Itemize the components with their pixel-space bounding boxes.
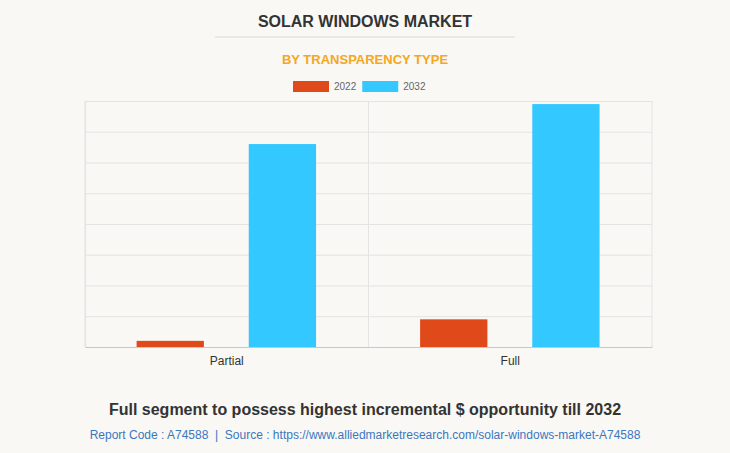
category-separator [368, 101, 369, 347]
title: SOLAR WINDOWS MARKET [258, 13, 472, 30]
bar [532, 104, 599, 347]
y-axis-line [86, 102, 653, 348]
y-axis [85, 102, 652, 348]
x-tick-label: Partial [210, 354, 244, 368]
chart: SOLAR WINDOWS MARKET BY TRANSPARENCY TYPE… [0, 0, 730, 453]
x-tick: Full [501, 347, 520, 368]
legend-item: 2032 [362, 81, 426, 92]
title-rule [215, 37, 515, 38]
legend-label: 2032 [403, 81, 426, 92]
legend-swatch [362, 81, 398, 92]
bar [137, 341, 204, 347]
background [0, 0, 730, 453]
y-tick [85, 347, 652, 348]
legend: 2022 2032 [293, 81, 426, 92]
x-axis: Partial Full [86, 347, 653, 368]
legend-item: 2022 [293, 81, 357, 92]
source: Report Code : A74588 | Source : https://… [90, 428, 641, 442]
grid-line [85, 347, 652, 348]
x-tick-label: Full [501, 354, 520, 368]
plot: Partial Full [85, 101, 653, 368]
category-separators [85, 101, 652, 347]
bar [249, 144, 316, 347]
x-tick: Partial [210, 347, 244, 368]
category-separator [85, 101, 86, 347]
legend-label: 2022 [334, 81, 357, 92]
annotation: Full segment to possess highest incremen… [109, 401, 621, 418]
bar [420, 319, 487, 347]
x-axis-line [86, 347, 653, 348]
subtitle: BY TRANSPARENCY TYPE [282, 52, 448, 67]
category-separator [652, 101, 653, 347]
bars [137, 104, 600, 347]
legend-swatch [293, 81, 329, 92]
